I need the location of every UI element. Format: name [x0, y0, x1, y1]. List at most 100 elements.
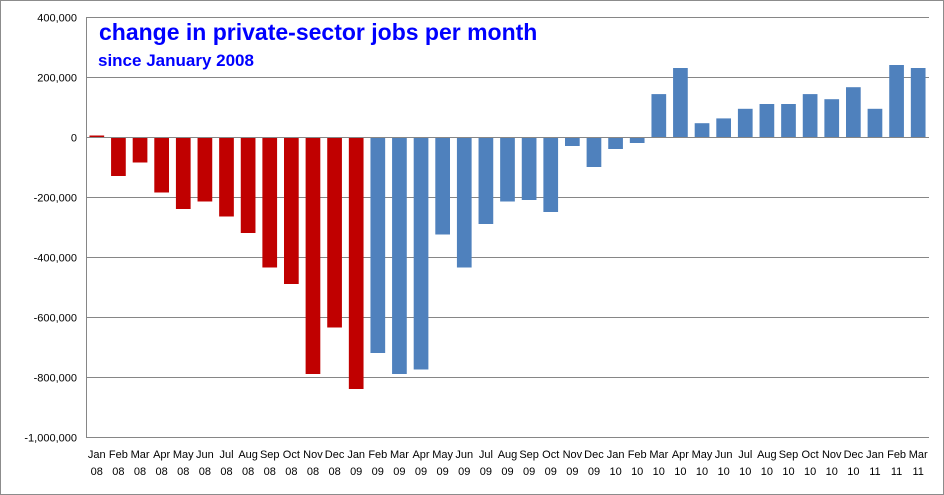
x-tick-year: 08 [156, 466, 168, 478]
bar-may-10 [694, 123, 710, 137]
x-tick-month: Feb [368, 449, 387, 461]
y-tick-label: -600,000 [34, 313, 77, 325]
bar-aug-08 [240, 137, 256, 233]
x-tick-month: Jan [88, 449, 106, 461]
x-tick-year: 10 [826, 466, 838, 478]
bar-feb-09 [370, 137, 386, 353]
bar-nov-09 [565, 137, 580, 146]
x-tick-year: 09 [458, 466, 470, 478]
x-tick-year: 10 [739, 466, 751, 478]
x-tick-month: Apr [412, 449, 429, 461]
bar-jun-10 [716, 118, 731, 137]
x-tick-year: 10 [804, 466, 816, 478]
x-tick-month: Jan [607, 449, 625, 461]
x-tick-month: Sep [260, 449, 280, 461]
x-tick-year: 10 [609, 466, 621, 478]
bar-mar-09 [392, 137, 407, 374]
bar-feb-08 [111, 137, 126, 176]
x-tick-month: Jan [347, 449, 365, 461]
bar-aug-09 [500, 137, 515, 202]
bar-jan-09 [348, 137, 364, 389]
x-tick-month: Apr [153, 449, 170, 461]
bars [89, 65, 926, 389]
x-tick-month: Jun [196, 449, 214, 461]
x-tick-month: Feb [628, 449, 647, 461]
x-tick-month: Aug [757, 449, 777, 461]
x-tick-year: 08 [91, 466, 103, 478]
x-tick-year: 09 [437, 466, 449, 478]
y-tick-label: -200,000 [34, 193, 77, 205]
bar-mar-08 [132, 137, 148, 163]
x-tick-month: Dec [325, 449, 345, 461]
x-tick-year: 09 [350, 466, 362, 478]
x-tick-year: 10 [696, 466, 708, 478]
bar-mar-10 [651, 94, 667, 137]
x-tick-year: 08 [242, 466, 254, 478]
bar-jan-10 [608, 137, 623, 149]
x-tick-year: 09 [501, 466, 513, 478]
x-tick-month: Sep [779, 449, 799, 461]
x-tick-year: 08 [264, 466, 276, 478]
bar-jan-08 [89, 135, 105, 137]
x-tick-month: May [432, 449, 453, 461]
x-tick-year: 10 [847, 466, 859, 478]
x-tick-month: Oct [542, 449, 559, 461]
bar-sep-08 [262, 137, 278, 268]
y-tick-label: -800,000 [34, 373, 77, 385]
x-tick-year: 10 [718, 466, 730, 478]
x-tick-year: 11 [912, 466, 923, 478]
x-tick-year: 09 [588, 466, 600, 478]
x-tick-year: 09 [372, 466, 384, 478]
x-tick-month: Nov [563, 449, 583, 461]
x-tick-month: Mar [131, 449, 150, 461]
x-tick-month: Sep [519, 449, 539, 461]
x-tick-month: Apr [672, 449, 689, 461]
x-tick-year: 10 [674, 466, 686, 478]
x-tick-month: May [173, 449, 194, 461]
x-tick-year: 10 [653, 466, 665, 478]
x-tick-year: 09 [545, 466, 557, 478]
bar-apr-08 [154, 137, 169, 193]
chart-title: change in private-sector jobs per month [99, 19, 538, 45]
bar-dec-10 [846, 87, 861, 137]
bar-mar-11 [910, 68, 926, 137]
bar-feb-11 [889, 65, 904, 137]
bar-nov-08 [305, 137, 321, 374]
x-tick-month: Dec [584, 449, 604, 461]
x-tick-month: Jul [219, 449, 233, 461]
x-tick-year: 08 [285, 466, 297, 478]
x-tick-year: 10 [631, 466, 643, 478]
x-tick-month: Mar [390, 449, 409, 461]
bar-jan-11 [867, 108, 883, 137]
x-tick-year: 09 [415, 466, 427, 478]
x-tick-year: 08 [134, 466, 146, 478]
bar-jun-09 [456, 137, 472, 268]
bar-apr-09 [413, 137, 429, 370]
bar-oct-08 [284, 137, 299, 284]
x-tick-month: Jun [715, 449, 733, 461]
x-tick-month: May [692, 449, 713, 461]
x-tick-year: 08 [177, 466, 189, 478]
bar-feb-10 [629, 137, 645, 143]
x-tick-year: 11 [891, 466, 902, 478]
x-tick-month: Feb [887, 449, 906, 461]
bar-sep-10 [781, 104, 796, 137]
bar-sep-09 [521, 137, 537, 200]
y-tick-label: 0 [71, 133, 77, 145]
bar-aug-10 [759, 104, 775, 137]
y-tick-label: -1,000,000 [24, 433, 77, 445]
x-tick-month: Mar [649, 449, 668, 461]
x-tick-month: Jan [866, 449, 884, 461]
x-tick-year: 09 [566, 466, 578, 478]
x-tick-year: 10 [782, 466, 794, 478]
x-tick-month: Aug [498, 449, 518, 461]
x-tick-month: Jul [479, 449, 493, 461]
x-tick-month: Nov [822, 449, 842, 461]
x-tick-month: Oct [283, 449, 300, 461]
axes [86, 17, 929, 437]
bar-oct-10 [802, 94, 818, 137]
x-tick-year: 09 [480, 466, 492, 478]
x-tick-month: Dec [844, 449, 864, 461]
bar-dec-08 [327, 137, 342, 328]
